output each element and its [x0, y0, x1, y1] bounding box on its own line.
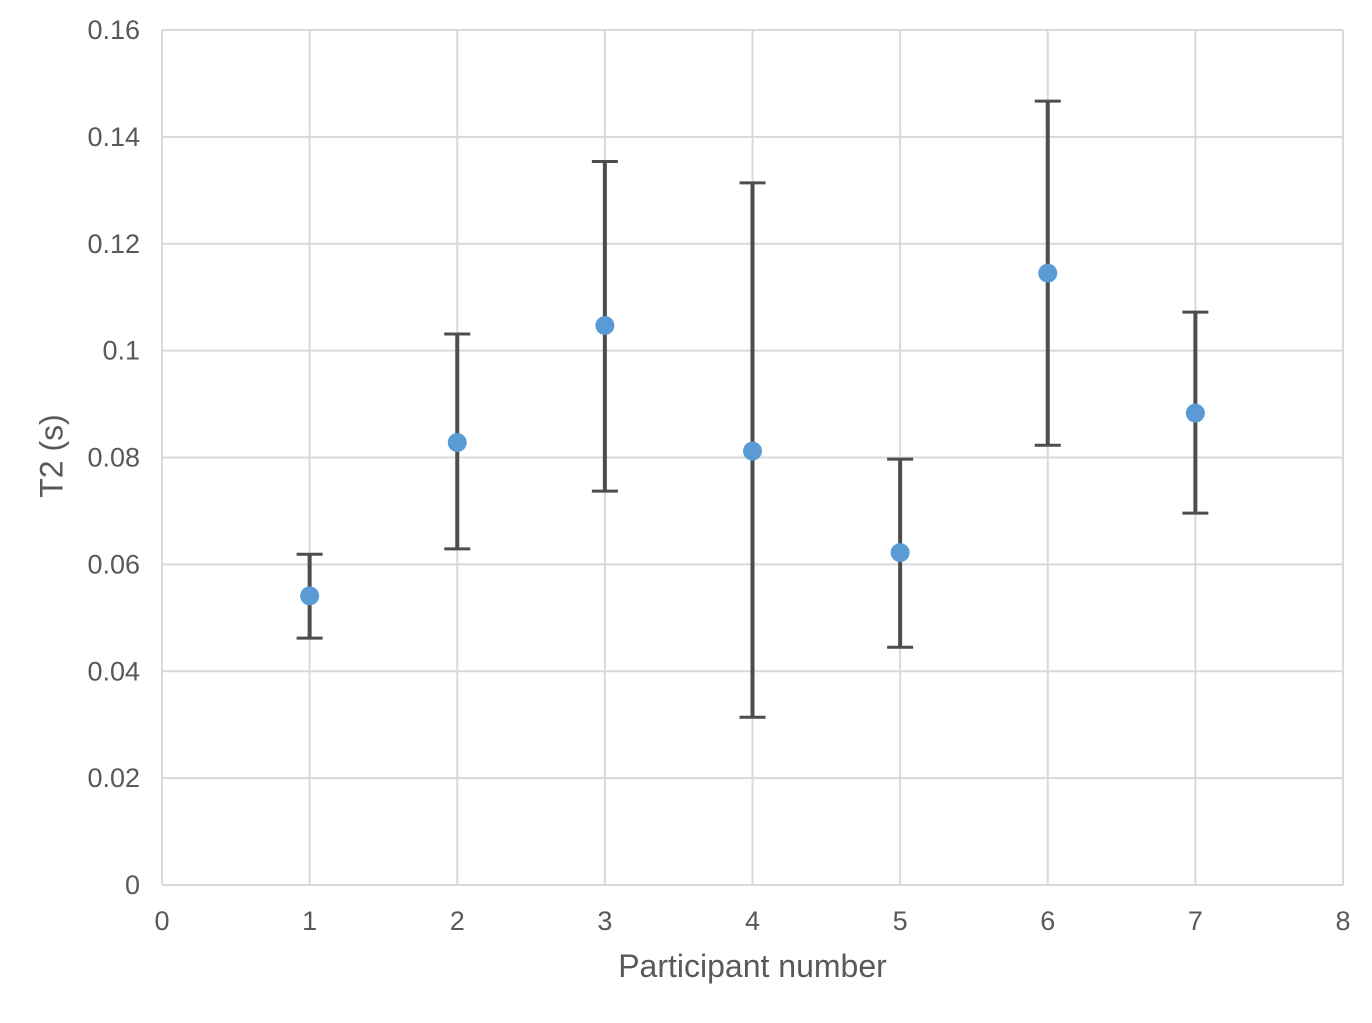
y-tick-label: 0.06 [87, 549, 140, 579]
y-tick-label: 0.1 [102, 336, 140, 366]
x-tick-label: 0 [154, 906, 169, 936]
x-tick-label: 5 [893, 906, 908, 936]
data-point-marker [447, 433, 467, 453]
y-tick-label: 0.02 [87, 763, 140, 793]
x-tick-label: 6 [1040, 906, 1055, 936]
data-point-marker [1185, 403, 1205, 423]
y-tick-label: 0.12 [87, 229, 140, 259]
y-tick-label: 0.16 [87, 15, 140, 45]
y-tick-label: 0.14 [87, 122, 140, 152]
data-point-marker [595, 316, 615, 336]
x-tick-label: 8 [1335, 906, 1350, 936]
data-point-marker [890, 543, 910, 563]
x-tick-label: 2 [450, 906, 465, 936]
x-tick-label: 7 [1188, 906, 1203, 936]
x-axis-title: Participant number [618, 948, 887, 984]
x-tick-label: 3 [597, 906, 612, 936]
y-tick-label: 0.08 [87, 443, 140, 473]
data-point-marker [300, 586, 320, 606]
x-tick-label: 4 [745, 906, 760, 936]
data-point-marker [743, 441, 762, 461]
y-tick-label: 0.04 [87, 656, 140, 686]
x-tick-label: 1 [302, 906, 317, 936]
y-tick-label: 0 [125, 870, 140, 900]
y-axis-title: T2 (s) [33, 414, 70, 498]
data-point-marker [1038, 263, 1058, 283]
